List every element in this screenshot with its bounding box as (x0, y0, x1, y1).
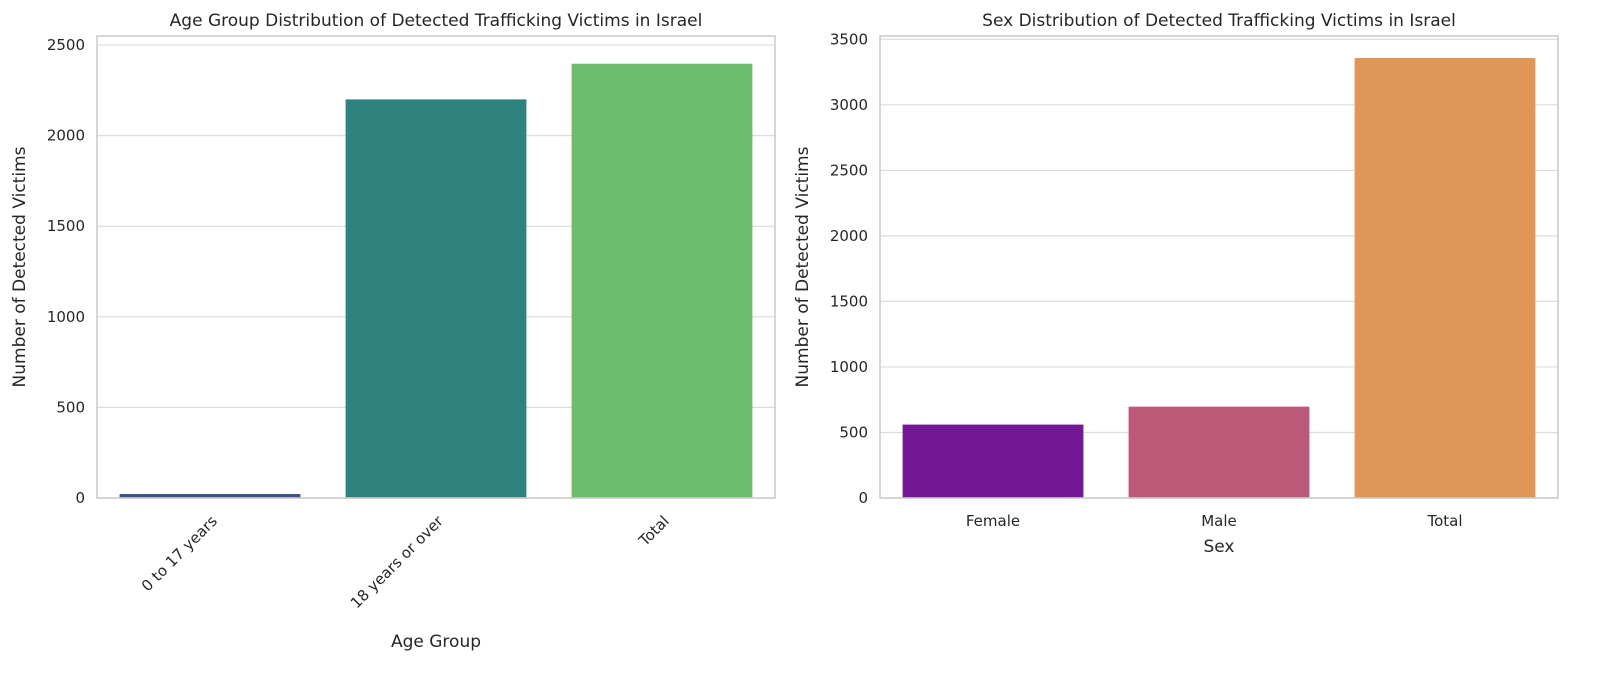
age-y-tick-label: 0 (75, 489, 85, 507)
age-x-tick-label: 18 years or over (347, 512, 448, 613)
sex-x-tick-label: Male (1201, 512, 1237, 530)
age-y-tick-label: 1500 (47, 217, 85, 235)
sex-y-tick-label: 2500 (830, 161, 868, 179)
age-x-tick-label: Total (635, 512, 673, 550)
sex-chart-title: Sex Distribution of Detected Trafficking… (982, 11, 1456, 31)
sex-y-tick-label: 3000 (830, 96, 868, 114)
sex-x-tick-label: Total (1426, 512, 1462, 530)
sex-chart: 0 500 1000 1500 2000 2500 3000 3500 Female Male T… (793, 11, 1559, 557)
age-y-tick-label: 2500 (47, 36, 85, 54)
sex-y-tick-label: 2000 (830, 227, 868, 245)
age-bar-18-years-or-over (345, 99, 527, 498)
age-group-chart: 0 500 1000 1500 2000 2500 0 to 17 years 18 yea… (10, 11, 776, 652)
age-x-axis-label: Age Group (391, 632, 481, 652)
sex-bar-total (1354, 58, 1536, 498)
sex-plot-frame (879, 35, 1559, 499)
sex-x-tick-label: Female (966, 512, 1020, 530)
sex-bar-male (1128, 406, 1310, 498)
age-y-tick-label: 2000 (47, 127, 85, 145)
sex-y-tick-label: 0 (858, 489, 868, 507)
age-x-tick-label: 0 to 17 years (138, 512, 221, 595)
age-y-tick-label: 500 (56, 398, 85, 416)
age-chart-title: Age Group Distribution of Detected Traff… (170, 11, 703, 31)
sex-bar-female (902, 424, 1084, 498)
age-y-tick-label: 1000 (47, 308, 85, 326)
age-bar-total (571, 63, 753, 498)
age-plot-frame (96, 35, 776, 499)
sex-y-axis-label: Number of Detected Victims (793, 146, 813, 387)
sex-x-axis-label: Sex (1203, 537, 1234, 557)
sex-y-tick-label: 3500 (830, 30, 868, 48)
sex-y-tick-label: 1500 (830, 292, 868, 310)
age-y-axis-label: Number of Detected Victims (10, 146, 30, 387)
sex-y-tick-label: 1000 (830, 358, 868, 376)
age-bar-0-to-17-years (119, 494, 301, 498)
sex-y-tick-label: 500 (839, 423, 868, 441)
